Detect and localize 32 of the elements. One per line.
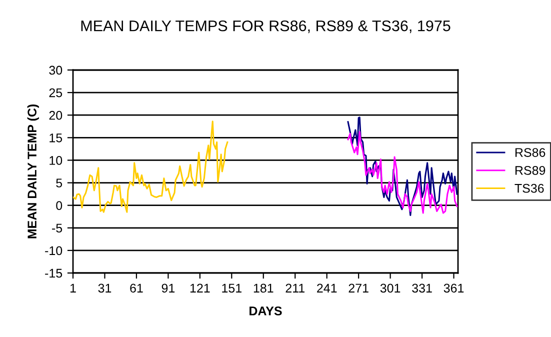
y-tick-label: -15	[45, 268, 62, 278]
y-tick-label: 20	[49, 110, 62, 120]
legend-label: TS36	[514, 184, 544, 193]
x-tick-label: 211	[286, 284, 304, 292]
x-axis-title: DAYS	[250, 306, 282, 316]
legend-label: RS89	[515, 166, 546, 175]
x-tick-label: 361	[444, 284, 464, 293]
chart-title: MEAN DAILY TEMPS FOR RS86, RS89 & TS36, 1975	[81, 20, 450, 34]
line-series	[347, 131, 458, 214]
line-series	[73, 120, 228, 213]
x-tick-label: 271	[348, 284, 368, 292]
y-tick-label: -5	[52, 224, 62, 233]
y-tick-label: 0	[56, 201, 62, 210]
line-series	[347, 116, 458, 216]
x-tick-label: 151	[222, 284, 242, 293]
y-tick-label: 5	[56, 178, 62, 188]
y-axis-title: MEAN DAILY TEMP (C)	[27, 104, 39, 238]
y-tick-label: -10	[45, 246, 62, 256]
x-tick-label: 61	[130, 284, 143, 293]
x-tick-label: 31	[98, 284, 112, 293]
y-tick-label: 25	[49, 88, 62, 98]
x-tick-label: 181	[254, 284, 274, 293]
y-tick-label: 10	[50, 156, 62, 165]
x-tick-label: 121	[190, 284, 210, 292]
y-tick-label: 30	[49, 66, 62, 75]
x-tick-label: 331	[412, 284, 432, 293]
legend-label: RS86	[515, 148, 546, 157]
x-tick-label: 241	[317, 284, 337, 292]
x-tick-label: 1	[70, 284, 76, 292]
y-tick-label: 15	[50, 134, 62, 142]
x-tick-label: 301	[380, 284, 400, 293]
x-tick-label: 91	[162, 284, 175, 293]
